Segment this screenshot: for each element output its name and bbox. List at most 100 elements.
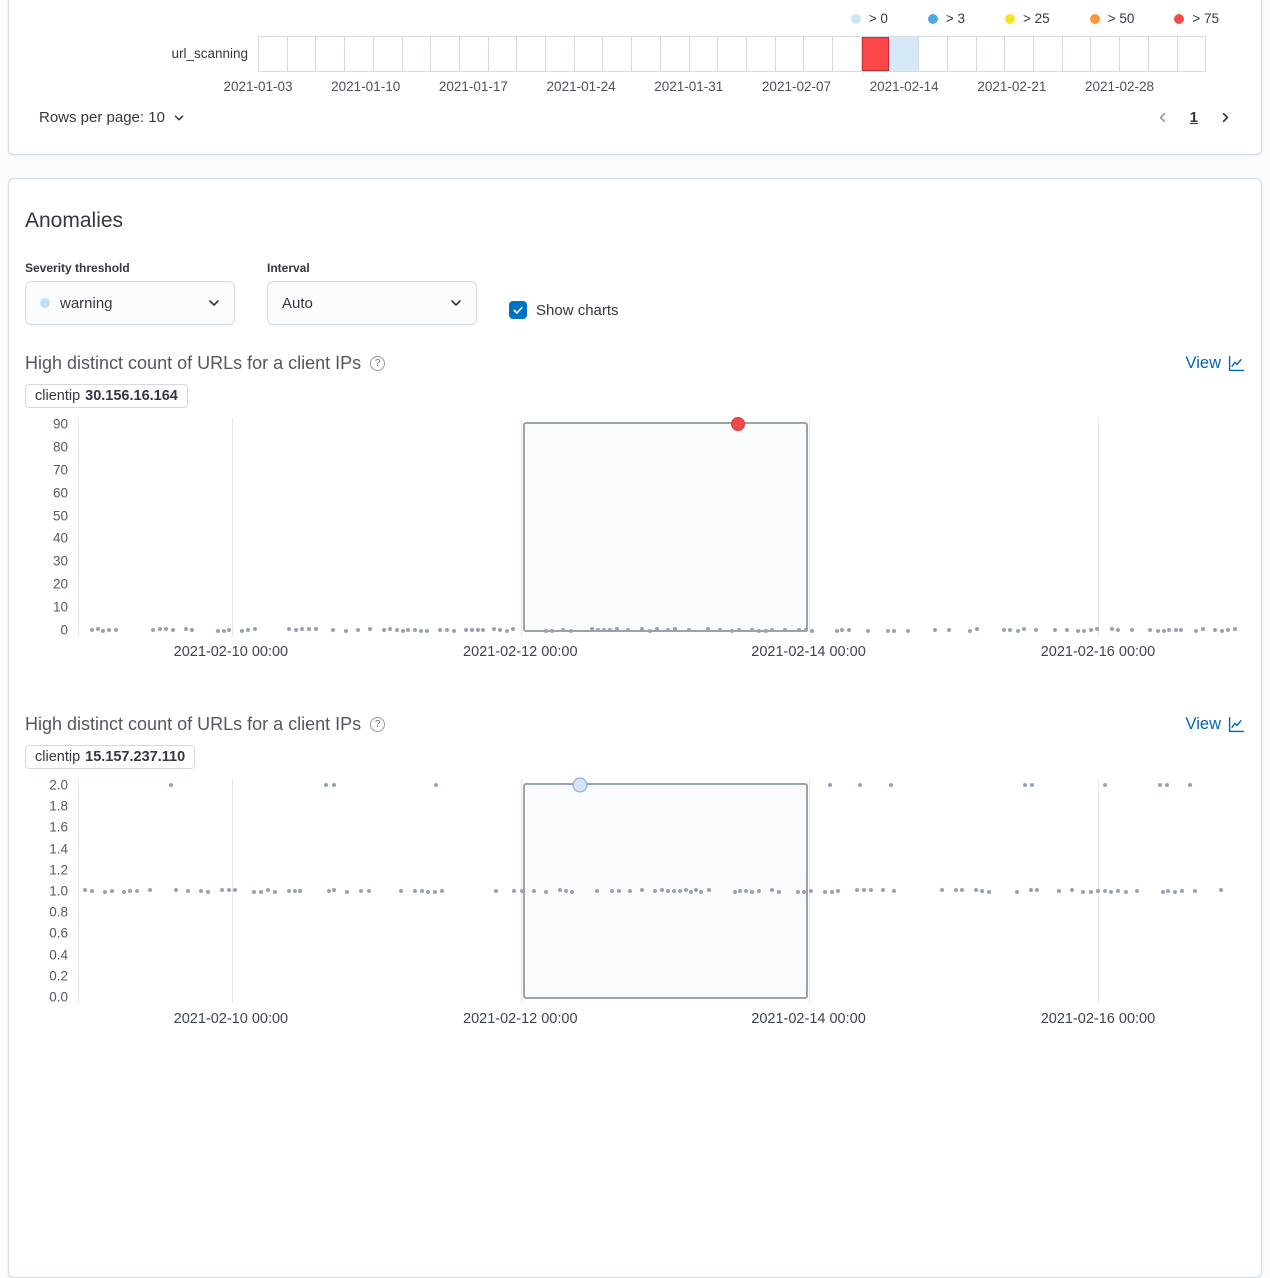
data-point-dot bbox=[886, 628, 891, 633]
page-number-button[interactable]: 1 bbox=[1189, 109, 1198, 126]
data-point-dot bbox=[614, 627, 619, 632]
legend-label: > 25 bbox=[1023, 11, 1050, 26]
view-link[interactable]: View bbox=[1186, 715, 1245, 734]
anomaly-marker-dot[interactable] bbox=[572, 777, 588, 793]
data-point-dot bbox=[639, 627, 644, 632]
show-charts-checkbox[interactable]: Show charts bbox=[509, 301, 619, 319]
data-point-dot bbox=[332, 783, 337, 787]
data-point-dot bbox=[1022, 783, 1027, 787]
pagination-row: Rows per page: 10 1 bbox=[9, 109, 1261, 126]
swimlane-cell[interactable] bbox=[1005, 37, 1034, 71]
data-point-dot bbox=[654, 627, 659, 632]
swimlane-cell[interactable] bbox=[1149, 37, 1178, 71]
y-tick-label: 0.8 bbox=[49, 904, 68, 920]
swimlane-cell[interactable] bbox=[460, 37, 489, 71]
swimlane-cell[interactable] bbox=[948, 37, 977, 71]
swimlane-cell[interactable] bbox=[546, 37, 575, 71]
data-point-dot bbox=[738, 889, 742, 894]
data-point-dot bbox=[300, 627, 305, 632]
data-point-dot bbox=[1167, 627, 1172, 632]
data-point-dot bbox=[1219, 888, 1224, 893]
swimlane-cell[interactable] bbox=[890, 37, 920, 71]
data-point-dot bbox=[510, 627, 515, 632]
data-point-dot bbox=[343, 628, 348, 633]
data-point-dot bbox=[512, 889, 517, 894]
data-point-dot bbox=[830, 889, 835, 894]
data-point-dot bbox=[227, 627, 232, 632]
data-point-dot bbox=[1103, 783, 1108, 787]
swimlane-cell[interactable] bbox=[833, 37, 862, 71]
data-point-dot bbox=[1095, 888, 1100, 893]
swimlane-cell[interactable] bbox=[374, 37, 403, 71]
severity-threshold-select[interactable]: warning bbox=[25, 281, 235, 325]
anomaly-chart-block: High distinct count of URLs for a client… bbox=[25, 714, 1245, 1029]
swimlane-cell[interactable] bbox=[489, 37, 518, 71]
data-point-dot bbox=[1016, 628, 1021, 633]
data-point-dot bbox=[688, 889, 693, 894]
data-point-dot bbox=[980, 889, 985, 894]
legend-item: > 25 bbox=[1005, 11, 1050, 26]
swimlane-cell[interactable] bbox=[288, 37, 317, 71]
swimlane-cell[interactable] bbox=[316, 37, 346, 71]
swimlane-cell[interactable] bbox=[1034, 37, 1063, 71]
swimlane-cell[interactable] bbox=[1063, 37, 1092, 71]
data-point-dot bbox=[426, 889, 431, 894]
data-point-dot bbox=[1166, 889, 1171, 894]
swimlane-cell[interactable] bbox=[1091, 37, 1121, 71]
selected-interval-band[interactable] bbox=[523, 422, 808, 632]
severity-threshold-label: Severity threshold bbox=[25, 261, 130, 275]
data-point-dot bbox=[888, 783, 893, 787]
interval-label: Interval bbox=[267, 261, 310, 275]
data-point-dot bbox=[737, 628, 742, 633]
badge-value: 30.156.16.164 bbox=[85, 388, 178, 404]
data-point-dot bbox=[505, 628, 510, 633]
question-in-circle-icon[interactable]: ? bbox=[370, 717, 386, 732]
swimlane-cell[interactable] bbox=[431, 37, 460, 71]
swimlane-cell[interactable] bbox=[977, 37, 1006, 71]
question-in-circle-icon[interactable]: ? bbox=[370, 356, 386, 371]
swimlane-cell[interactable] bbox=[690, 37, 719, 71]
chart-plot[interactable] bbox=[78, 777, 1245, 1003]
swimlane-cell[interactable] bbox=[1120, 37, 1149, 71]
x-axis: 2021-02-10 00:00 2021-02-12 00:00 2021-02-… bbox=[78, 1003, 1245, 1029]
swimlane-cell[interactable] bbox=[632, 37, 661, 71]
data-point-dot bbox=[359, 888, 364, 893]
rows-per-page-button[interactable]: Rows per page: 10 bbox=[39, 109, 186, 126]
anomaly-marker-dot[interactable] bbox=[730, 417, 745, 431]
view-link[interactable]: View bbox=[1186, 354, 1245, 373]
interval-value: Auto bbox=[282, 294, 313, 312]
swimlane-cell[interactable] bbox=[861, 37, 891, 71]
legend-item: > 0 bbox=[850, 11, 888, 26]
swimlane-cell[interactable] bbox=[603, 37, 633, 71]
data-point-dot bbox=[1173, 627, 1178, 632]
chart-title: High distinct count of URLs for a client… bbox=[25, 714, 386, 735]
chart-head: High distinct count of URLs for a client… bbox=[25, 714, 1245, 735]
swimlane-cell[interactable] bbox=[919, 37, 948, 71]
data-point-dot bbox=[699, 889, 704, 894]
data-point-dot bbox=[823, 889, 828, 894]
swimlane-cell[interactable] bbox=[661, 37, 690, 71]
swimlane-cell[interactable] bbox=[517, 37, 547, 71]
swimlane-cell[interactable] bbox=[345, 37, 374, 71]
data-point-dot bbox=[595, 889, 600, 894]
swimlane: url_scanning bbox=[9, 36, 1261, 72]
swimlane-cell[interactable] bbox=[1178, 37, 1206, 71]
swimlane-cell[interactable] bbox=[747, 37, 776, 71]
swimlane-cell[interactable] bbox=[718, 37, 747, 71]
swimlane-cells[interactable] bbox=[258, 36, 1206, 72]
swimlane-cell[interactable] bbox=[403, 37, 432, 71]
swimlane-cell[interactable] bbox=[259, 37, 288, 71]
data-point-dot bbox=[220, 888, 224, 893]
y-tick-label: 1.2 bbox=[49, 862, 68, 878]
data-point-dot bbox=[1161, 628, 1166, 633]
y-tick-label: 40 bbox=[52, 530, 68, 546]
swimlane-cell[interactable] bbox=[575, 37, 604, 71]
next-page-button[interactable] bbox=[1218, 110, 1233, 125]
chart-plot[interactable] bbox=[78, 417, 1245, 636]
swimlane-cell[interactable] bbox=[804, 37, 834, 71]
interval-select[interactable]: Auto bbox=[267, 281, 477, 325]
data-point-dot bbox=[595, 628, 600, 633]
prev-page-button[interactable] bbox=[1155, 110, 1170, 125]
swimlane-cell[interactable] bbox=[776, 37, 805, 71]
data-point-dot bbox=[1116, 888, 1120, 893]
